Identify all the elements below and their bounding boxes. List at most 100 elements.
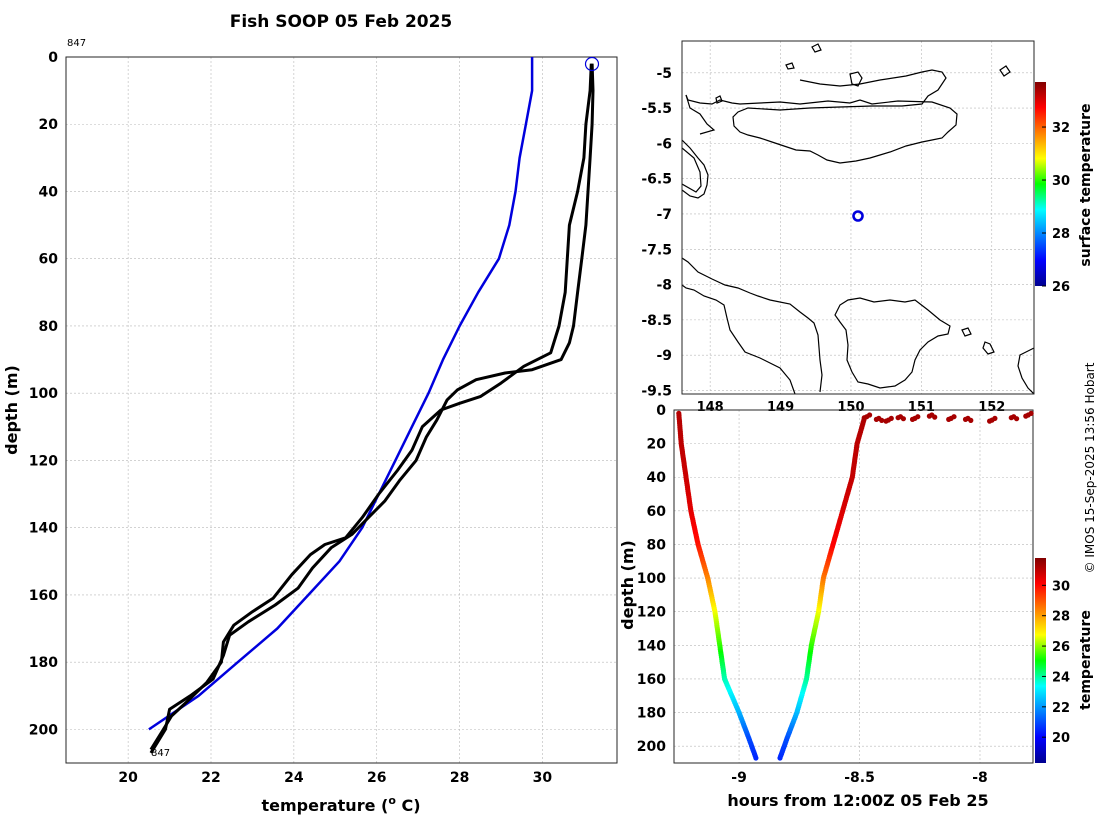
timeseries-ytick-label: 180: [637, 706, 666, 722]
profile-ytick-label: 180: [29, 655, 58, 671]
surface-point: [888, 415, 894, 421]
surface-point: [1023, 413, 1029, 419]
coast-new-britain: [685, 69, 958, 164]
map-colorbar-label: surface temperature: [1078, 103, 1094, 266]
surface-point: [867, 412, 873, 418]
map-cb-tick-label: 30: [1052, 174, 1070, 189]
surface-point: [992, 415, 998, 421]
coast-nb-tail: [685, 94, 716, 135]
map-xtick-label: 148: [697, 400, 724, 415]
surface-point: [1008, 415, 1014, 421]
map-gridlines: [682, 41, 1034, 394]
ts-cb-tick-label: 24: [1052, 670, 1070, 685]
surface-point: [932, 414, 938, 420]
profile-line-observed-up: [149, 63, 593, 751]
profile-ytick-label: 0: [48, 50, 58, 66]
profile-y-label: depth (m): [2, 365, 21, 455]
map-ytick-label: -9.5: [641, 383, 672, 399]
profile-xtick-label: 22: [201, 770, 220, 786]
coast-islet-5: [785, 62, 795, 70]
surface-point: [909, 416, 916, 422]
coast-png-mainland: [682, 257, 823, 394]
profile-ytick-label: 40: [39, 184, 59, 200]
coast-islet-4: [811, 43, 822, 53]
profile-ytick-label: 120: [29, 453, 58, 469]
figure-title: Fish SOOP 05 Feb 2025: [230, 12, 453, 32]
drop-id-bottom: 847: [151, 748, 170, 759]
ts-cb-tick-label: 30: [1052, 579, 1070, 594]
map-ytick-label: -5.5: [641, 101, 672, 117]
timeseries-ytick-label: 160: [637, 672, 666, 688]
surface-point: [987, 418, 993, 424]
timeseries-y-label: depth (m): [618, 540, 637, 630]
profile-ytick-label: 60: [39, 252, 59, 268]
coast-western: [682, 139, 709, 199]
coast-western-inner: [682, 147, 702, 193]
ts-cb-tick-label: 20: [1052, 731, 1070, 746]
profile-xtick-label: 26: [367, 770, 386, 786]
surface-point: [879, 417, 885, 423]
surface-point: [1028, 410, 1034, 416]
timeseries-ytick-label: 60: [647, 504, 667, 520]
map-ytick-label: -6: [656, 136, 672, 152]
map-cb-tick-label: 26: [1052, 280, 1070, 295]
timeseries-ytick-label: 200: [637, 739, 666, 755]
timeseries-colorbar-ticks: 20 22 24 26 28 30: [1042, 579, 1070, 746]
surface-point: [883, 418, 889, 424]
timeseries-ytick-label: 120: [637, 605, 666, 621]
profile-ytick-label: 140: [29, 521, 58, 537]
coast-islet-8: [715, 95, 723, 104]
map-colorbar: [1035, 82, 1046, 286]
profile-ytick-label: 80: [39, 319, 59, 335]
profile-gridlines: [66, 56, 617, 763]
map-cb-tick-label: 32: [1052, 121, 1070, 136]
timeseries-xtick-label: -8.5: [844, 770, 875, 786]
timeseries-ytick-label: 20: [647, 437, 667, 453]
surface-point: [968, 417, 974, 423]
profile-xtick-label: 30: [533, 770, 553, 786]
timeseries-xtick-label: -8: [972, 770, 988, 786]
coast-islet-2: [982, 341, 995, 355]
profile-ytick-label: 20: [39, 117, 59, 133]
timeseries-gridlines: [674, 409, 1033, 763]
surface-point: [895, 415, 901, 421]
profile-xtick-label: 24: [284, 770, 304, 786]
profile-ticks: 20 22 24 26 28 30 0 20 40 60 80 100 120 140 160 180 200: [29, 50, 553, 786]
surface-point: [900, 416, 907, 422]
surface-point: [951, 414, 957, 420]
profile-xtick-label: 28: [450, 770, 469, 786]
timeseries-x-label: hours from 12:00Z 05 Feb 25: [727, 791, 988, 810]
map-xtick-label: 151: [908, 400, 935, 415]
map-ticks: 148 149 150 151 152 -5 -5.5 -6 -6.5 -7 -7.5 -8 -8.5 -…: [641, 66, 1005, 415]
ts-cb-tick-label: 28: [1052, 610, 1070, 625]
timeseries-ytick-label: 80: [647, 537, 667, 553]
timeseries-ytick-label: 40: [647, 470, 667, 486]
surface-point: [915, 414, 921, 420]
ts-cb-tick-label: 26: [1052, 640, 1070, 655]
map-ytick-label: -9: [656, 348, 672, 364]
map-colorbar-ticks: 26 28 30 32: [1042, 121, 1070, 295]
profile-xtick-label: 20: [118, 770, 138, 786]
map-ytick-label: -7: [656, 207, 672, 223]
profile-ytick-label: 100: [29, 386, 58, 402]
imos-credit: © IMOS 15-Sep-2025 13:56 Hobart: [1083, 362, 1097, 573]
map-ytick-label: -8.5: [641, 313, 672, 329]
map-ytick-label: -7.5: [641, 242, 672, 258]
map-axes-box: [681, 40, 1035, 395]
map-ytick-label: -6.5: [641, 172, 672, 188]
timeseries-colorbar-label: temperature: [1078, 610, 1094, 710]
profile-ytick-label: 200: [29, 722, 58, 738]
timeseries-xtick-label: -9: [731, 770, 747, 786]
coast-peninsula: [834, 297, 951, 389]
map-xtick-label: 150: [837, 400, 864, 415]
drop-id-top: 847: [67, 38, 86, 49]
surface-marker-circle: [584, 56, 600, 72]
profile-series: [148, 57, 595, 754]
profile-axes-box: [65, 56, 618, 764]
profile-line-observed-down: [149, 63, 595, 754]
timeseries-ytick-label: 100: [637, 571, 666, 587]
coast-islet-3: [1017, 347, 1034, 394]
map-xtick-label: 149: [767, 400, 794, 415]
profile-x-label: temperature (o C): [261, 794, 420, 815]
